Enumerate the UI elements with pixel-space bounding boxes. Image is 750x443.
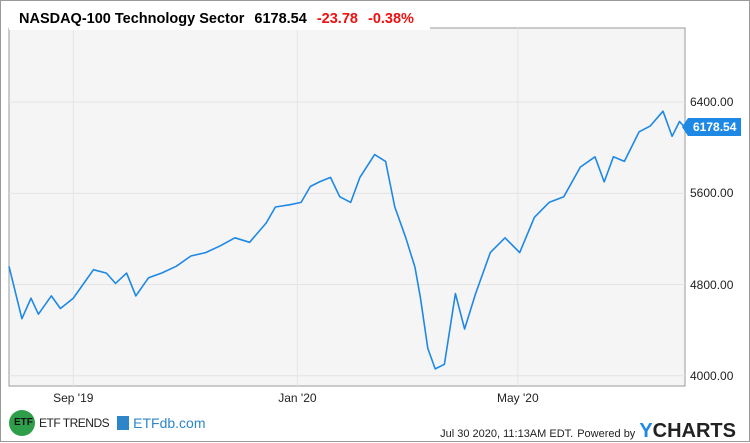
footer-attribution: Jul 30 2020, 11:13AM EDT. Powered by YCH… <box>440 420 736 443</box>
ycharts-logo-rest: CHARTS <box>652 420 736 442</box>
x-tick-label: May '20 <box>497 391 539 405</box>
y-tick-label: 4800.00 <box>690 277 734 292</box>
y-tick-label: 5600.00 <box>690 186 734 201</box>
series-line <box>8 110 686 370</box>
change-value: -23.78 <box>316 11 358 27</box>
footer-logos: ETF ETF TRENDS ETFdb.com <box>9 410 205 436</box>
y-tick-label: 6400.00 <box>690 95 734 110</box>
x-tick-label: Jan '20 <box>278 391 317 405</box>
etfdb-icon <box>117 416 130 430</box>
etf-trends-mark: ETF <box>14 417 33 428</box>
last-value: 6178.54 <box>254 11 307 27</box>
x-tick-label: Sep '19 <box>53 391 94 405</box>
ycharts-logo-y: Y <box>639 420 653 442</box>
etf-trends-logo[interactable]: ETF <box>9 410 35 436</box>
plot-area <box>8 27 686 387</box>
change-percent: -0.38% <box>367 11 414 27</box>
ycharts-logo[interactable]: YCHARTS <box>639 420 736 443</box>
chart-title: NASDAQ-100 Technology Sector <box>19 11 245 27</box>
last-value-badge: 6178.54 <box>681 118 742 137</box>
chart-title-box: NASDAQ-100 Technology Sector 6178.54 -23… <box>9 8 430 30</box>
powered-by: Powered by <box>577 428 636 440</box>
y-tick-label: 4000.00 <box>690 368 734 383</box>
etfdb-logo[interactable]: ETFdb.com <box>133 415 206 431</box>
timestamp: Jul 30 2020, 11:13AM EDT. <box>440 428 574 440</box>
etf-trends-text[interactable]: ETF TRENDS <box>39 416 110 430</box>
